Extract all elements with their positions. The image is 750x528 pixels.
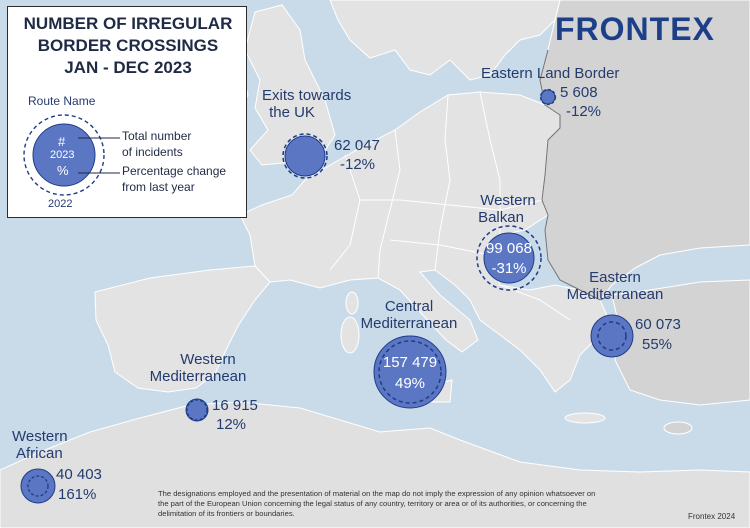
route-name-exits-uk-line-1: Exits towards (262, 87, 352, 104)
route-change-exits-uk: -12% (340, 156, 376, 173)
route-name-central-mediterranean: Central Mediterranean (357, 298, 461, 333)
route-value-western-african: 40 403 (56, 466, 102, 483)
route-change-western-african: 161% (58, 486, 97, 503)
land-iberia (94, 265, 271, 393)
route-value-exits-uk: 62 047 (334, 137, 380, 154)
legend-desc-total-1: Total number (122, 129, 192, 143)
frontex-logo: FRONTEX (555, 11, 715, 47)
route-circle-western-balkan (476, 225, 542, 291)
route-name-western-balkan-line-2: Balkan (478, 209, 524, 227)
route-change-central-mediterranean: 49% (394, 375, 426, 392)
route-name-western-mediterranean-line-1: Western (180, 351, 236, 368)
route-name-eastern-land-border: Eastern Land Border (481, 65, 620, 82)
legend-route-name: Route Name (28, 94, 96, 108)
route-name-western-balkan-line-1: Western (480, 192, 536, 209)
route-circle-western-mediterranean (185, 398, 209, 422)
route-name-eastern-mediterranean-line-1: Eastern (589, 269, 641, 286)
route-circle-eastern-land-border (539, 88, 557, 106)
title-line-3: JAN - DEC 2023 (64, 58, 192, 77)
legend-symbol (23, 114, 120, 196)
route-value-eastern-mediterranean: 60 073 (635, 316, 681, 333)
route-name-western-african: Western African (12, 428, 72, 463)
land-corsica (345, 291, 359, 315)
map-title: NUMBER OF IRREGULAR BORDER CROSSINGS JAN… (8, 13, 248, 79)
route-value-central-mediterranean: 157 479 (382, 354, 438, 371)
route-change-western-mediterranean: 12% (216, 416, 247, 433)
credit-text: Frontex 2024 (688, 512, 736, 521)
land-north-africa (0, 401, 750, 528)
legend-year-previous: 2022 (48, 198, 73, 210)
land-crete (564, 412, 606, 424)
route-name-western-mediterranean: Western Mediterranean (146, 351, 250, 386)
route-name-central-mediterranean-line-2: Mediterranean (360, 315, 458, 333)
route-circle-central-mediterranean (373, 335, 447, 409)
route-circle-eastern-mediterranean (590, 314, 634, 358)
route-name-western-mediterranean-line-2: Mediterranean (149, 368, 247, 386)
eu-external-border (539, 49, 613, 301)
route-value-eastern-land-border: 5 608 (560, 84, 598, 101)
legend-desc-change-2: from last year (122, 180, 195, 194)
legend-desc-change-1: Percentage change (122, 164, 227, 178)
route-name-western-african-line-1: Western (12, 428, 68, 445)
legend-box: NUMBER OF IRREGULAR BORDER CROSSINGS JAN… (7, 6, 247, 218)
route-name-eastern-mediterranean: Eastern Mediterranean (565, 269, 665, 304)
route-change-eastern-mediterranean: 55% (642, 336, 673, 353)
route-change-eastern-land-border: -12% (566, 103, 602, 120)
legend-percent: % (57, 163, 69, 178)
route-value-western-balkan: 99 068 (486, 240, 532, 257)
legend-year-current: 2023 (50, 149, 75, 161)
route-name-eastern-mediterranean-line-2: Mediterranean (566, 286, 664, 304)
land-cyprus (663, 421, 693, 435)
route-circle-exits-uk (282, 133, 328, 179)
route-name-exits-uk-line-2: the UK (269, 104, 315, 122)
route-name-western-balkan: Western Balkan (478, 192, 538, 227)
title-line-1: NUMBER OF IRREGULAR (23, 14, 233, 33)
disclaimer-text: The designations employed and the presen… (158, 489, 596, 518)
route-value-western-mediterranean: 16 915 (212, 397, 258, 414)
route-name-western-african-line-2: African (16, 445, 63, 463)
land-sardinia (340, 316, 360, 354)
route-circle-western-african (20, 468, 56, 504)
country-borders (329, 91, 571, 321)
title-line-2: BORDER CROSSINGS (37, 36, 219, 55)
legend-desc-total-2: of incidents (122, 145, 183, 159)
route-name-central-mediterranean-line-1: Central (384, 298, 434, 315)
route-name-exits-uk: Exits towards the UK (262, 87, 352, 122)
route-change-western-balkan: -31% (491, 260, 527, 277)
legend-hash: # (58, 134, 66, 149)
land-scandinavia (329, 0, 561, 81)
